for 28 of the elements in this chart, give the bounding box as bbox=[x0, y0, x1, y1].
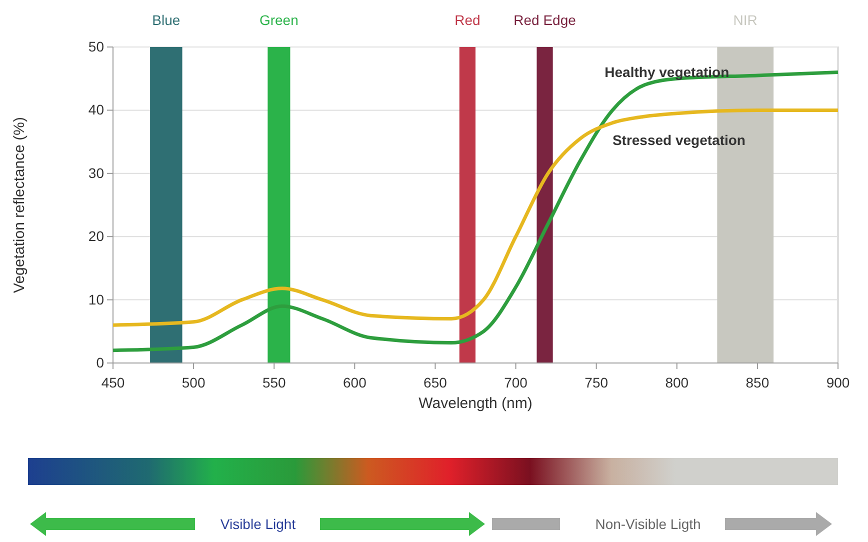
x-tick-label: 700 bbox=[504, 374, 528, 390]
x-axis-title: Wavelength (nm) bbox=[418, 395, 532, 412]
band-label: Red bbox=[454, 12, 480, 28]
y-tick-label: 30 bbox=[88, 164, 104, 181]
y-tick-label: 50 bbox=[88, 38, 104, 54]
line-series bbox=[111, 108, 840, 327]
x-tick-label: 800 bbox=[665, 374, 689, 390]
y-tick-label: 0 bbox=[96, 354, 104, 370]
x-tick-label: 450 bbox=[101, 374, 125, 390]
x-tick-label: 550 bbox=[262, 374, 286, 390]
x-tick-label: 650 bbox=[424, 374, 448, 390]
band-label: Red Edge bbox=[514, 12, 576, 28]
series-label: Stressed vegetation bbox=[612, 132, 746, 148]
text: Non-Visible Ligth bbox=[595, 516, 701, 532]
band-label: Green bbox=[259, 12, 298, 28]
text: Visible Light bbox=[220, 516, 296, 532]
x-tick-label: 850 bbox=[746, 374, 770, 390]
y-tick-label: 10 bbox=[88, 291, 104, 308]
x-tick-label: 500 bbox=[182, 374, 206, 390]
y-axis-title: Vegetation reflectance (%) bbox=[11, 117, 28, 293]
band-label: Blue bbox=[152, 12, 180, 28]
band-label: NIR bbox=[733, 12, 758, 28]
y-tick-label: 20 bbox=[88, 228, 104, 244]
x-tick-label: 900 bbox=[826, 374, 850, 390]
y-tick-label: 40 bbox=[88, 102, 104, 118]
x-tick-label: 600 bbox=[342, 374, 367, 390]
series-label: Healthy vegetation bbox=[604, 64, 730, 80]
x-tick-label: 750 bbox=[584, 374, 608, 390]
